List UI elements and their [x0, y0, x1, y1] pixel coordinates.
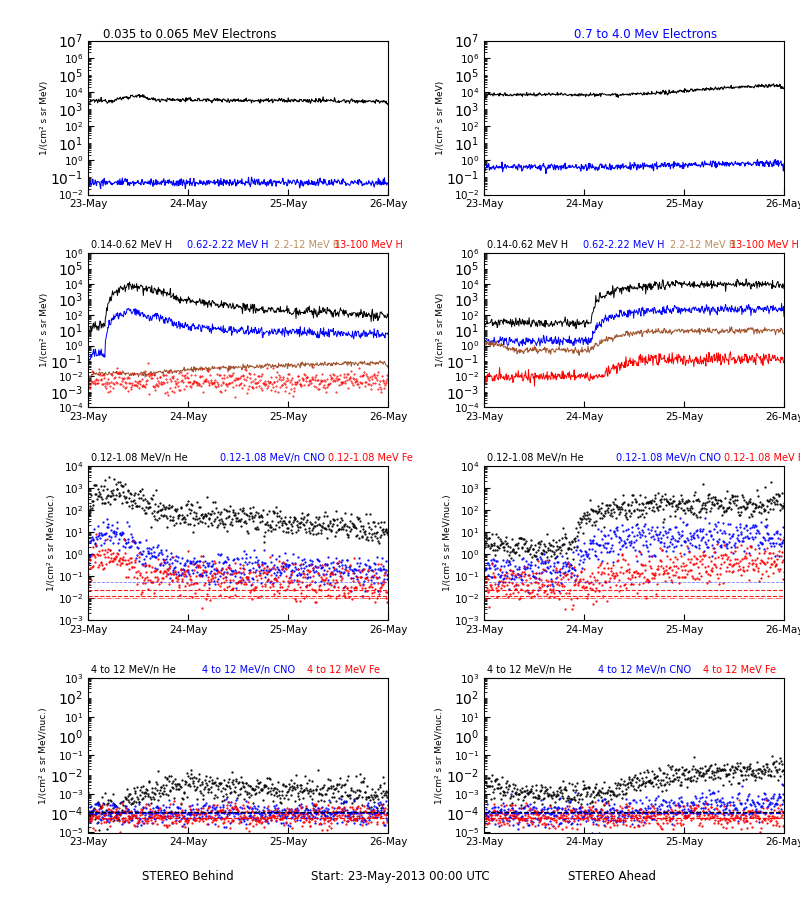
Y-axis label: 1/(cm² s sr MeV): 1/(cm² s sr MeV): [40, 80, 49, 155]
Text: 4 to 12 MeV/n He: 4 to 12 MeV/n He: [487, 665, 572, 675]
Text: 0.035 to 0.065 MeV Electrons: 0.035 to 0.065 MeV Electrons: [103, 28, 277, 40]
Y-axis label: 1/(cm² s sr MeV): 1/(cm² s sr MeV): [436, 80, 445, 155]
Text: 0.12-1.08 MeV/n He: 0.12-1.08 MeV/n He: [91, 453, 188, 463]
Text: 13-100 MeV H: 13-100 MeV H: [730, 240, 799, 250]
Y-axis label: 1/(cm² s sr MeV): 1/(cm² s sr MeV): [39, 293, 49, 367]
Y-axis label: 1/(cm² s sr MeV): 1/(cm² s sr MeV): [435, 293, 445, 367]
Text: 2.2-12 MeV H: 2.2-12 MeV H: [274, 240, 340, 250]
Y-axis label: 1/(cm² s sr MeV/nuc.): 1/(cm² s sr MeV/nuc.): [47, 494, 56, 591]
Text: 0.14-0.62 MeV H: 0.14-0.62 MeV H: [91, 240, 172, 250]
Text: 0.12-1.08 MeV Fe: 0.12-1.08 MeV Fe: [724, 453, 800, 463]
Text: 4 to 12 MeV/n He: 4 to 12 MeV/n He: [91, 665, 176, 675]
Text: 0.12-1.08 MeV/n CNO: 0.12-1.08 MeV/n CNO: [220, 453, 325, 463]
Text: 0.12-1.08 MeV/n CNO: 0.12-1.08 MeV/n CNO: [616, 453, 721, 463]
Text: 4 to 12 MeV/n CNO: 4 to 12 MeV/n CNO: [598, 665, 691, 675]
Text: 0.12-1.08 MeV/n He: 0.12-1.08 MeV/n He: [487, 453, 584, 463]
Text: 4 to 12 MeV Fe: 4 to 12 MeV Fe: [703, 665, 776, 675]
Text: 2.2-12 MeV H: 2.2-12 MeV H: [670, 240, 736, 250]
Text: 0.12-1.08 MeV Fe: 0.12-1.08 MeV Fe: [328, 453, 413, 463]
Text: 0.62-2.22 MeV H: 0.62-2.22 MeV H: [187, 240, 269, 250]
Text: 4 to 12 MeV/n CNO: 4 to 12 MeV/n CNO: [202, 665, 295, 675]
Text: 4 to 12 MeV Fe: 4 to 12 MeV Fe: [307, 665, 380, 675]
Text: 0.62-2.22 MeV H: 0.62-2.22 MeV H: [583, 240, 665, 250]
Text: Start: 23-May-2013 00:00 UTC: Start: 23-May-2013 00:00 UTC: [310, 870, 490, 883]
Text: 13-100 MeV H: 13-100 MeV H: [334, 240, 403, 250]
Y-axis label: 1/(cm² s sr MeV/nuc.): 1/(cm² s sr MeV/nuc.): [39, 707, 48, 804]
Text: 0.14-0.62 MeV H: 0.14-0.62 MeV H: [487, 240, 568, 250]
Y-axis label: 1/(cm² s sr MeV/nuc.): 1/(cm² s sr MeV/nuc.): [435, 707, 444, 804]
Text: STEREO Behind: STEREO Behind: [142, 870, 234, 883]
Y-axis label: 1/(cm² s sr MeV/nuc.): 1/(cm² s sr MeV/nuc.): [443, 494, 452, 591]
Text: STEREO Ahead: STEREO Ahead: [568, 870, 656, 883]
Text: 0.7 to 4.0 Mev Electrons: 0.7 to 4.0 Mev Electrons: [574, 28, 717, 40]
